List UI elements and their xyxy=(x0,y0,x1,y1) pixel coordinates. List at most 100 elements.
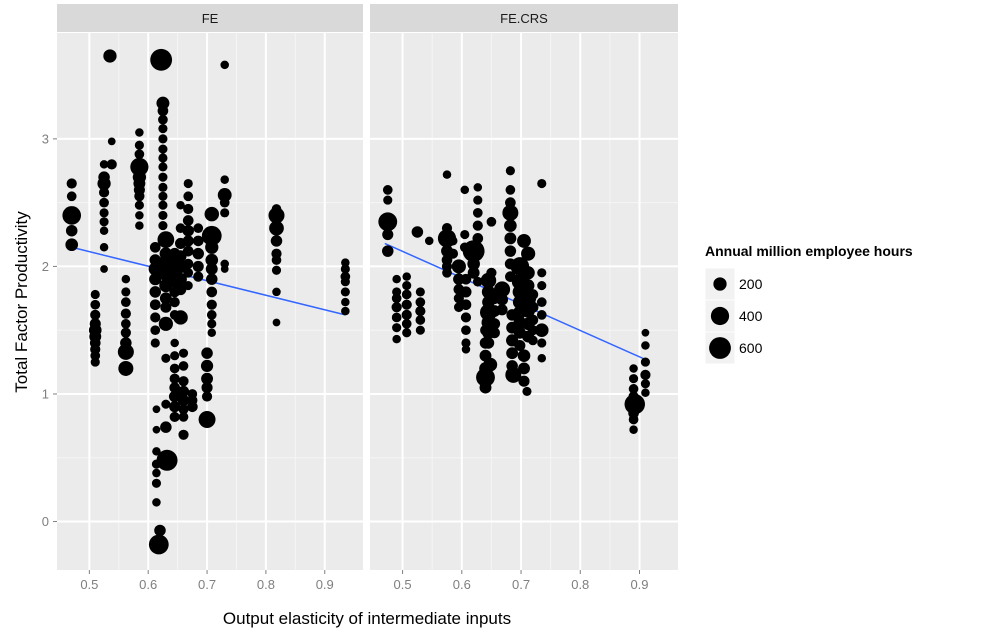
data-point-fe-crs xyxy=(536,310,547,320)
data-point-fe-crs xyxy=(472,246,483,257)
data-point-fe xyxy=(271,265,282,275)
data-point-fe-crs xyxy=(401,318,412,329)
data-point-fe xyxy=(90,357,100,367)
data-point-fe xyxy=(169,401,181,413)
data-point-fe xyxy=(341,258,350,267)
data-point-fe xyxy=(271,255,282,265)
data-point-fe xyxy=(156,449,178,471)
data-point-fe xyxy=(120,308,131,319)
data-point-fe xyxy=(120,327,131,338)
data-point-fe-crs xyxy=(483,357,498,372)
data-point-fe xyxy=(182,224,194,237)
data-point-fe-crs xyxy=(472,207,483,218)
data-point-fe xyxy=(158,144,168,154)
data-point-fe xyxy=(340,264,350,274)
data-point-fe xyxy=(182,235,194,247)
data-point-fe xyxy=(156,96,170,110)
data-point-fe xyxy=(205,263,218,275)
data-point-fe xyxy=(151,478,162,488)
data-point-fe xyxy=(206,286,218,298)
strip-background-fe xyxy=(57,4,363,32)
data-point-fe xyxy=(62,206,82,225)
data-point-fe xyxy=(99,217,109,227)
data-point-fe xyxy=(201,382,213,394)
data-point-fe xyxy=(187,401,198,413)
data-point-fe-crs xyxy=(518,375,530,387)
data-point-fe-crs xyxy=(460,185,470,195)
data-point-fe-crs xyxy=(392,274,401,284)
data-point-fe xyxy=(157,264,174,281)
data-point-fe xyxy=(157,105,169,117)
data-point-fe xyxy=(205,253,219,267)
data-point-fe-crs xyxy=(629,425,638,434)
x-tick-label-fe: 0.5 xyxy=(80,577,98,592)
data-point-fe-crs xyxy=(517,349,531,363)
data-point-fe xyxy=(193,223,204,234)
data-point-fe-crs xyxy=(527,314,539,326)
data-point-fe-crs xyxy=(401,289,412,300)
data-point-fe xyxy=(98,187,110,198)
data-point-fe xyxy=(183,203,194,215)
data-point-fe xyxy=(97,176,111,191)
data-point-fe xyxy=(201,347,213,359)
data-point-fe xyxy=(149,299,161,311)
data-point-fe xyxy=(152,405,161,414)
data-point-fe-crs xyxy=(402,328,412,338)
data-point-fe xyxy=(206,310,217,320)
x-tick-label-fe-crs: 0.8 xyxy=(571,577,589,592)
data-point-fe xyxy=(158,182,168,192)
data-point-fe xyxy=(148,534,169,555)
data-point-fe xyxy=(121,274,131,284)
data-point-fe-crs xyxy=(514,339,526,352)
data-point-fe-crs xyxy=(629,364,638,373)
data-point-fe xyxy=(204,206,219,222)
data-point-fe-crs xyxy=(624,393,646,415)
data-point-fe-crs xyxy=(467,257,480,271)
data-point-fe-crs xyxy=(476,367,495,387)
x-tick-label-fe-crs: 0.6 xyxy=(453,577,471,592)
data-point-fe xyxy=(150,325,161,336)
data-point-fe xyxy=(220,265,229,273)
legend-keys: 200 400 600 xyxy=(704,267,763,365)
data-point-fe xyxy=(149,286,162,298)
data-point-fe xyxy=(192,247,204,260)
data-point-fe xyxy=(66,191,77,202)
data-point-fe xyxy=(158,221,168,231)
points-fe xyxy=(62,48,351,555)
data-point-fe xyxy=(135,128,144,137)
data-point-fe xyxy=(178,429,189,440)
data-point-fe xyxy=(158,210,168,220)
data-point-fe-crs xyxy=(502,204,519,221)
data-point-fe xyxy=(149,273,162,286)
data-point-fe xyxy=(177,394,190,407)
data-point-fe-crs xyxy=(392,334,401,344)
strip-label-fe-crs: FE.CRS xyxy=(500,11,548,26)
data-point-fe-crs xyxy=(486,267,497,278)
data-point-fe-crs xyxy=(382,185,393,195)
data-point-fe xyxy=(150,48,173,71)
data-point-fe xyxy=(158,316,173,331)
data-point-fe xyxy=(169,373,180,384)
data-point-fe xyxy=(90,350,101,361)
data-point-fe-crs xyxy=(522,386,532,396)
data-point-fe xyxy=(170,351,180,361)
data-point-fe xyxy=(90,299,101,310)
data-point-fe xyxy=(269,220,284,236)
x-axis-title: Output elasticity of intermediate inputs xyxy=(223,609,511,628)
data-point-fe xyxy=(340,287,350,297)
data-point-fe xyxy=(206,299,217,310)
data-point-fe-crs xyxy=(415,297,426,307)
data-point-fe-crs xyxy=(473,183,483,192)
data-point-fe xyxy=(198,411,216,428)
data-point-fe xyxy=(118,360,134,376)
data-point-fe xyxy=(183,258,194,269)
data-point-fe-crs xyxy=(460,286,472,298)
data-point-fe-crs xyxy=(537,280,547,291)
data-point-fe xyxy=(150,312,161,323)
data-point-fe-crs xyxy=(391,312,402,323)
data-point-fe-crs xyxy=(486,216,497,227)
data-point-fe xyxy=(158,172,168,182)
data-point-fe xyxy=(207,319,217,329)
data-point-fe-crs xyxy=(488,327,500,339)
